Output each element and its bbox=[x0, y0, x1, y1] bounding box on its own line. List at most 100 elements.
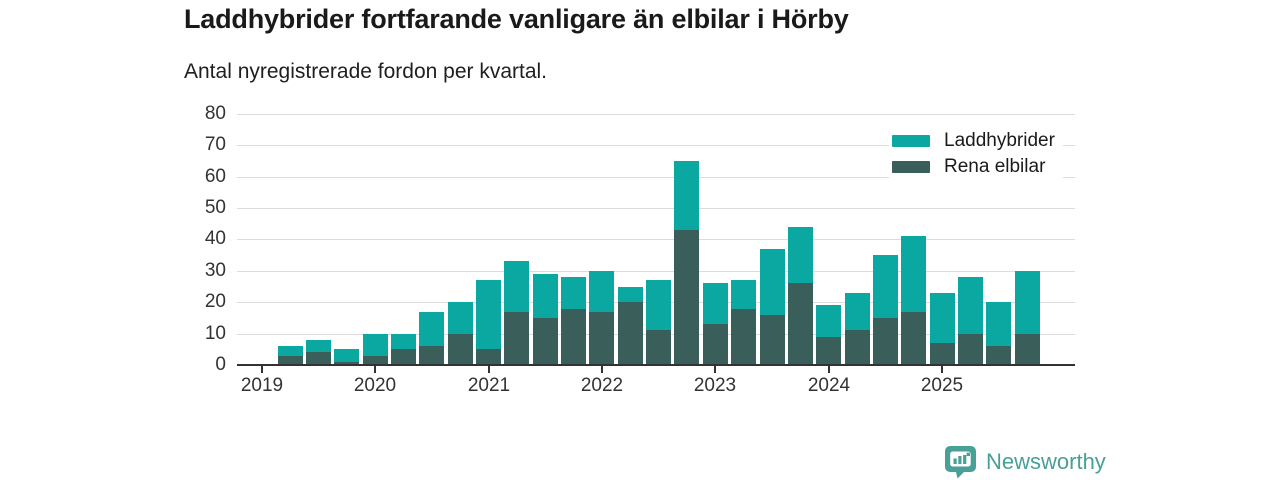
bar-2025-q3 bbox=[986, 302, 1011, 365]
bar-2021-q3 bbox=[533, 274, 558, 365]
bar-segment-rena-elbilar bbox=[476, 349, 501, 365]
bar-segment-rena-elbilar bbox=[958, 334, 983, 365]
gridline bbox=[237, 145, 1075, 146]
bar-2022-q4 bbox=[674, 161, 699, 365]
bar-2025-q4 bbox=[1015, 271, 1040, 365]
bar-2020-q2 bbox=[391, 334, 416, 365]
bar-segment-rena-elbilar bbox=[760, 315, 785, 365]
gridline bbox=[237, 208, 1075, 209]
bar-2020-q4 bbox=[448, 302, 473, 365]
bar-2019-q2 bbox=[278, 346, 303, 365]
bar-segment-laddhybrider bbox=[845, 293, 870, 330]
bar-2022-q3 bbox=[646, 280, 671, 365]
bar-segment-rena-elbilar bbox=[533, 318, 558, 365]
bar-segment-laddhybrider bbox=[901, 236, 926, 312]
bar-segment-laddhybrider bbox=[533, 274, 558, 318]
bar-2023-q3 bbox=[760, 249, 785, 365]
bar-segment-rena-elbilar bbox=[561, 309, 586, 365]
bar-2024-q3 bbox=[873, 255, 898, 365]
chart-title: Laddhybrider fortfarande vanligare än el… bbox=[184, 4, 849, 34]
bar-2024-q1 bbox=[816, 305, 841, 365]
gridline bbox=[237, 239, 1075, 240]
bar-2024-q2 bbox=[845, 293, 870, 365]
bar-segment-laddhybrider bbox=[1015, 271, 1040, 334]
bar-segment-laddhybrider bbox=[419, 312, 444, 346]
bar-2023-q1 bbox=[703, 283, 728, 365]
bar-segment-rena-elbilar bbox=[930, 343, 955, 365]
bar-segment-rena-elbilar bbox=[873, 318, 898, 365]
bar-segment-laddhybrider bbox=[476, 280, 501, 349]
bar-segment-laddhybrider bbox=[674, 161, 699, 230]
gridline bbox=[237, 271, 1075, 272]
y-axis-label: 20 bbox=[204, 291, 226, 312]
bar-segment-rena-elbilar bbox=[788, 283, 813, 365]
bar-segment-laddhybrider bbox=[278, 346, 303, 356]
legend-item-rena-elbilar: Rena elbilar bbox=[889, 156, 1063, 178]
bar-segment-laddhybrider bbox=[561, 277, 586, 309]
gridline bbox=[237, 114, 1075, 115]
x-axis-label: 2019 bbox=[240, 375, 284, 396]
legend-item-laddhybrider: Laddhybrider bbox=[889, 130, 1063, 152]
bar-2021-q2 bbox=[504, 261, 529, 365]
bar-segment-rena-elbilar bbox=[674, 230, 699, 365]
legend-label-laddhybrider: Laddhybrider bbox=[944, 130, 1055, 151]
bar-2019-q4 bbox=[334, 349, 359, 365]
plot-area bbox=[237, 114, 1075, 365]
legend: Laddhybrider Rena elbilar bbox=[889, 130, 1063, 182]
bar-segment-rena-elbilar bbox=[646, 330, 671, 365]
bar-segment-laddhybrider bbox=[306, 340, 331, 352]
bar-2020-q3 bbox=[419, 312, 444, 365]
bar-segment-laddhybrider bbox=[760, 249, 785, 315]
y-axis-label: 50 bbox=[204, 197, 226, 218]
x-axis-tick bbox=[601, 366, 603, 373]
bar-segment-laddhybrider bbox=[930, 293, 955, 343]
bar-segment-laddhybrider bbox=[504, 261, 529, 312]
x-axis-line bbox=[237, 364, 1075, 366]
bar-segment-rena-elbilar bbox=[278, 356, 303, 365]
bar-segment-laddhybrider bbox=[391, 334, 416, 349]
bar-segment-rena-elbilar bbox=[448, 334, 473, 365]
x-axis-tick bbox=[488, 366, 490, 373]
x-axis-tick bbox=[261, 366, 263, 373]
bar-segment-laddhybrider bbox=[788, 227, 813, 283]
bar-2021-q1 bbox=[476, 280, 501, 365]
bar-2021-q4 bbox=[561, 277, 586, 365]
bar-segment-laddhybrider bbox=[958, 277, 983, 334]
bar-segment-rena-elbilar bbox=[1015, 334, 1040, 365]
x-axis-label: 2025 bbox=[920, 375, 964, 396]
bar-segment-rena-elbilar bbox=[504, 312, 529, 365]
bar-2020-q1 bbox=[363, 334, 388, 365]
y-axis-label: 70 bbox=[204, 134, 226, 155]
bar-segment-rena-elbilar bbox=[334, 362, 359, 365]
x-axis-tick bbox=[374, 366, 376, 373]
x-axis-label: 2022 bbox=[580, 375, 624, 396]
x-axis-label: 2024 bbox=[807, 375, 851, 396]
x-axis-label: 2021 bbox=[467, 375, 511, 396]
bar-2025-q1 bbox=[930, 293, 955, 365]
newsworthy-logo[interactable]: Newsworthy bbox=[944, 445, 1106, 479]
x-axis-tick bbox=[828, 366, 830, 373]
y-axis-label: 30 bbox=[204, 260, 226, 281]
bar-segment-rena-elbilar bbox=[391, 349, 416, 365]
y-axis-label: 40 bbox=[204, 228, 226, 249]
bar-segment-laddhybrider bbox=[816, 305, 841, 337]
bar-segment-rena-elbilar bbox=[306, 352, 331, 365]
y-axis-label: 0 bbox=[215, 354, 226, 375]
chart-subtitle: Antal nyregistrerade fordon per kvartal. bbox=[184, 60, 548, 83]
bar-segment-rena-elbilar bbox=[845, 330, 870, 365]
legend-label-rena-elbilar: Rena elbilar bbox=[944, 156, 1046, 177]
bar-segment-rena-elbilar bbox=[419, 346, 444, 365]
y-axis-label: 80 bbox=[204, 103, 226, 124]
bar-2019-q3 bbox=[306, 340, 331, 365]
bar-segment-laddhybrider bbox=[589, 271, 614, 312]
bar-segment-laddhybrider bbox=[363, 334, 388, 356]
bar-2022-q2 bbox=[618, 287, 643, 365]
newsworthy-logo-text: Newsworthy bbox=[986, 449, 1106, 474]
bar-segment-rena-elbilar bbox=[816, 337, 841, 365]
bar-segment-rena-elbilar bbox=[703, 324, 728, 365]
bar-segment-rena-elbilar bbox=[731, 309, 756, 365]
bar-segment-laddhybrider bbox=[448, 302, 473, 334]
legend-swatch-rena-elbilar bbox=[892, 161, 930, 173]
bar-2022-q1 bbox=[589, 271, 614, 365]
bar-segment-rena-elbilar bbox=[901, 312, 926, 365]
